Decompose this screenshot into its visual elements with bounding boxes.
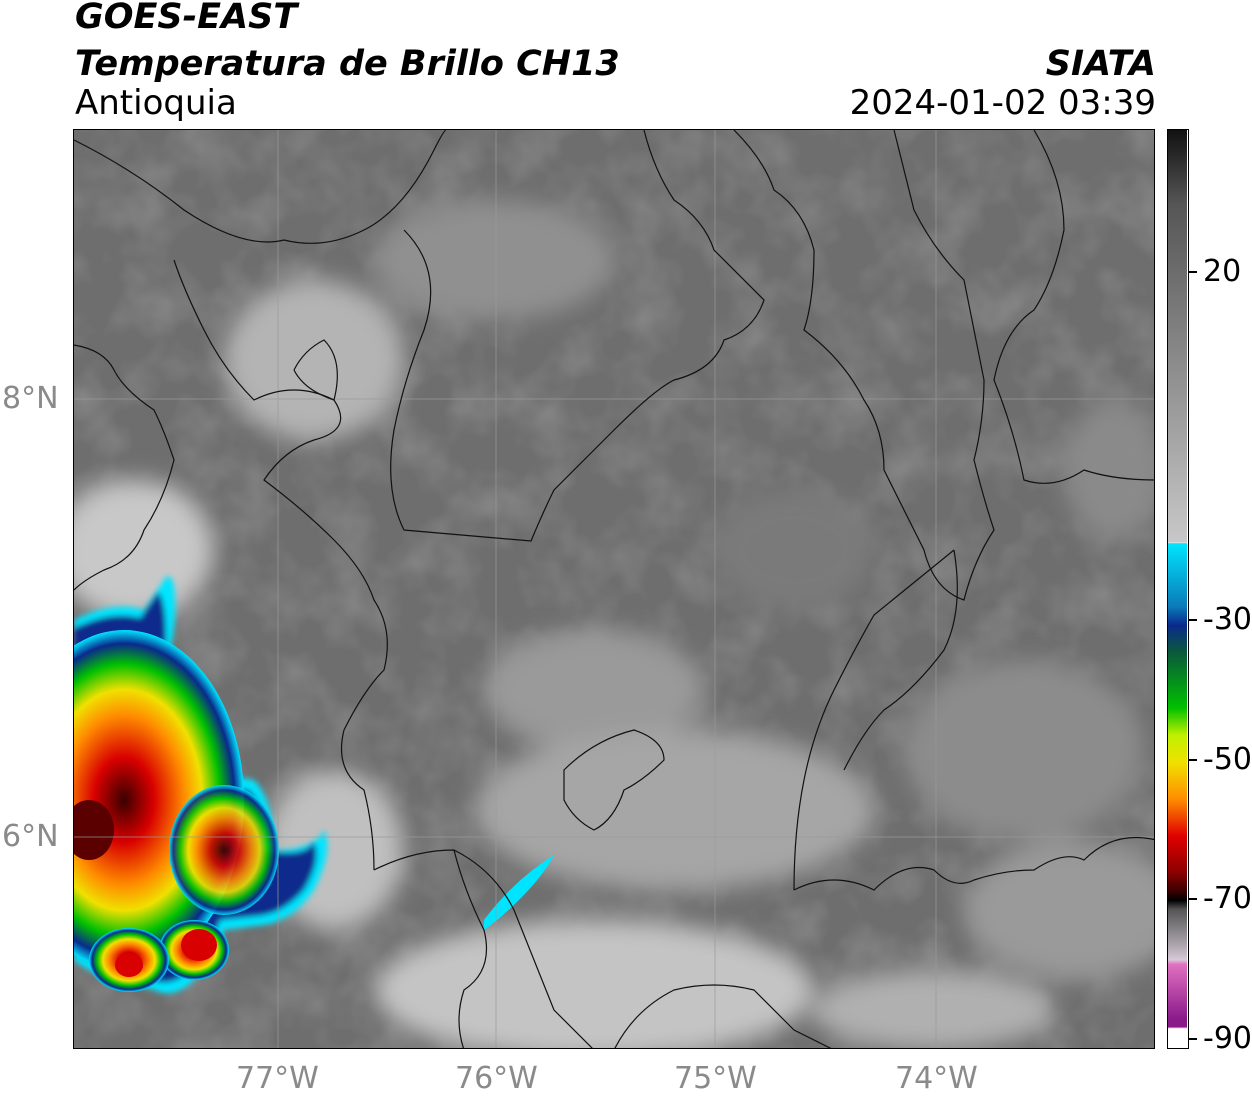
cb-tick-20 — [1189, 271, 1197, 273]
map-canvas — [74, 130, 1154, 1048]
graticule — [74, 130, 1154, 1048]
cb-tick-m50 — [1189, 759, 1197, 761]
lat-tick-8n: 8°N — [2, 381, 59, 416]
cb-tick-m90 — [1189, 1038, 1197, 1040]
cb-tick-m30 — [1189, 619, 1197, 621]
lon-tick-77w: 77°W — [236, 1061, 319, 1096]
lon-tick-75w: 75°W — [674, 1061, 757, 1096]
cb-tick-m70 — [1189, 898, 1197, 900]
boundaries — [74, 130, 1154, 1048]
cloud-fields — [74, 200, 1154, 1048]
agency-label: SIATA — [1045, 44, 1156, 84]
satellite-map — [73, 129, 1155, 1049]
cb-label-m50: -50 — [1203, 742, 1252, 777]
colorbar-gradient — [1168, 130, 1187, 1047]
cb-label-20: 20 — [1203, 254, 1242, 289]
lon-tick-76w: 76°W — [455, 1061, 538, 1096]
datetime-label: 2024-01-02 03:39 — [849, 83, 1156, 123]
product-title: Temperatura de Brillo CH13 — [75, 44, 620, 84]
satellite-title: GOES-EAST — [75, 0, 298, 37]
cb-label-m90: -90 — [1203, 1021, 1252, 1056]
lon-tick-74w: 74°W — [895, 1061, 978, 1096]
region-label: Antioquia — [75, 83, 237, 123]
cb-label-m30: -30 — [1203, 602, 1252, 637]
cb-label-m70: -70 — [1203, 881, 1252, 916]
colorbar — [1167, 129, 1189, 1049]
lat-tick-6n: 6°N — [2, 819, 59, 854]
convective-cells — [74, 576, 554, 994]
